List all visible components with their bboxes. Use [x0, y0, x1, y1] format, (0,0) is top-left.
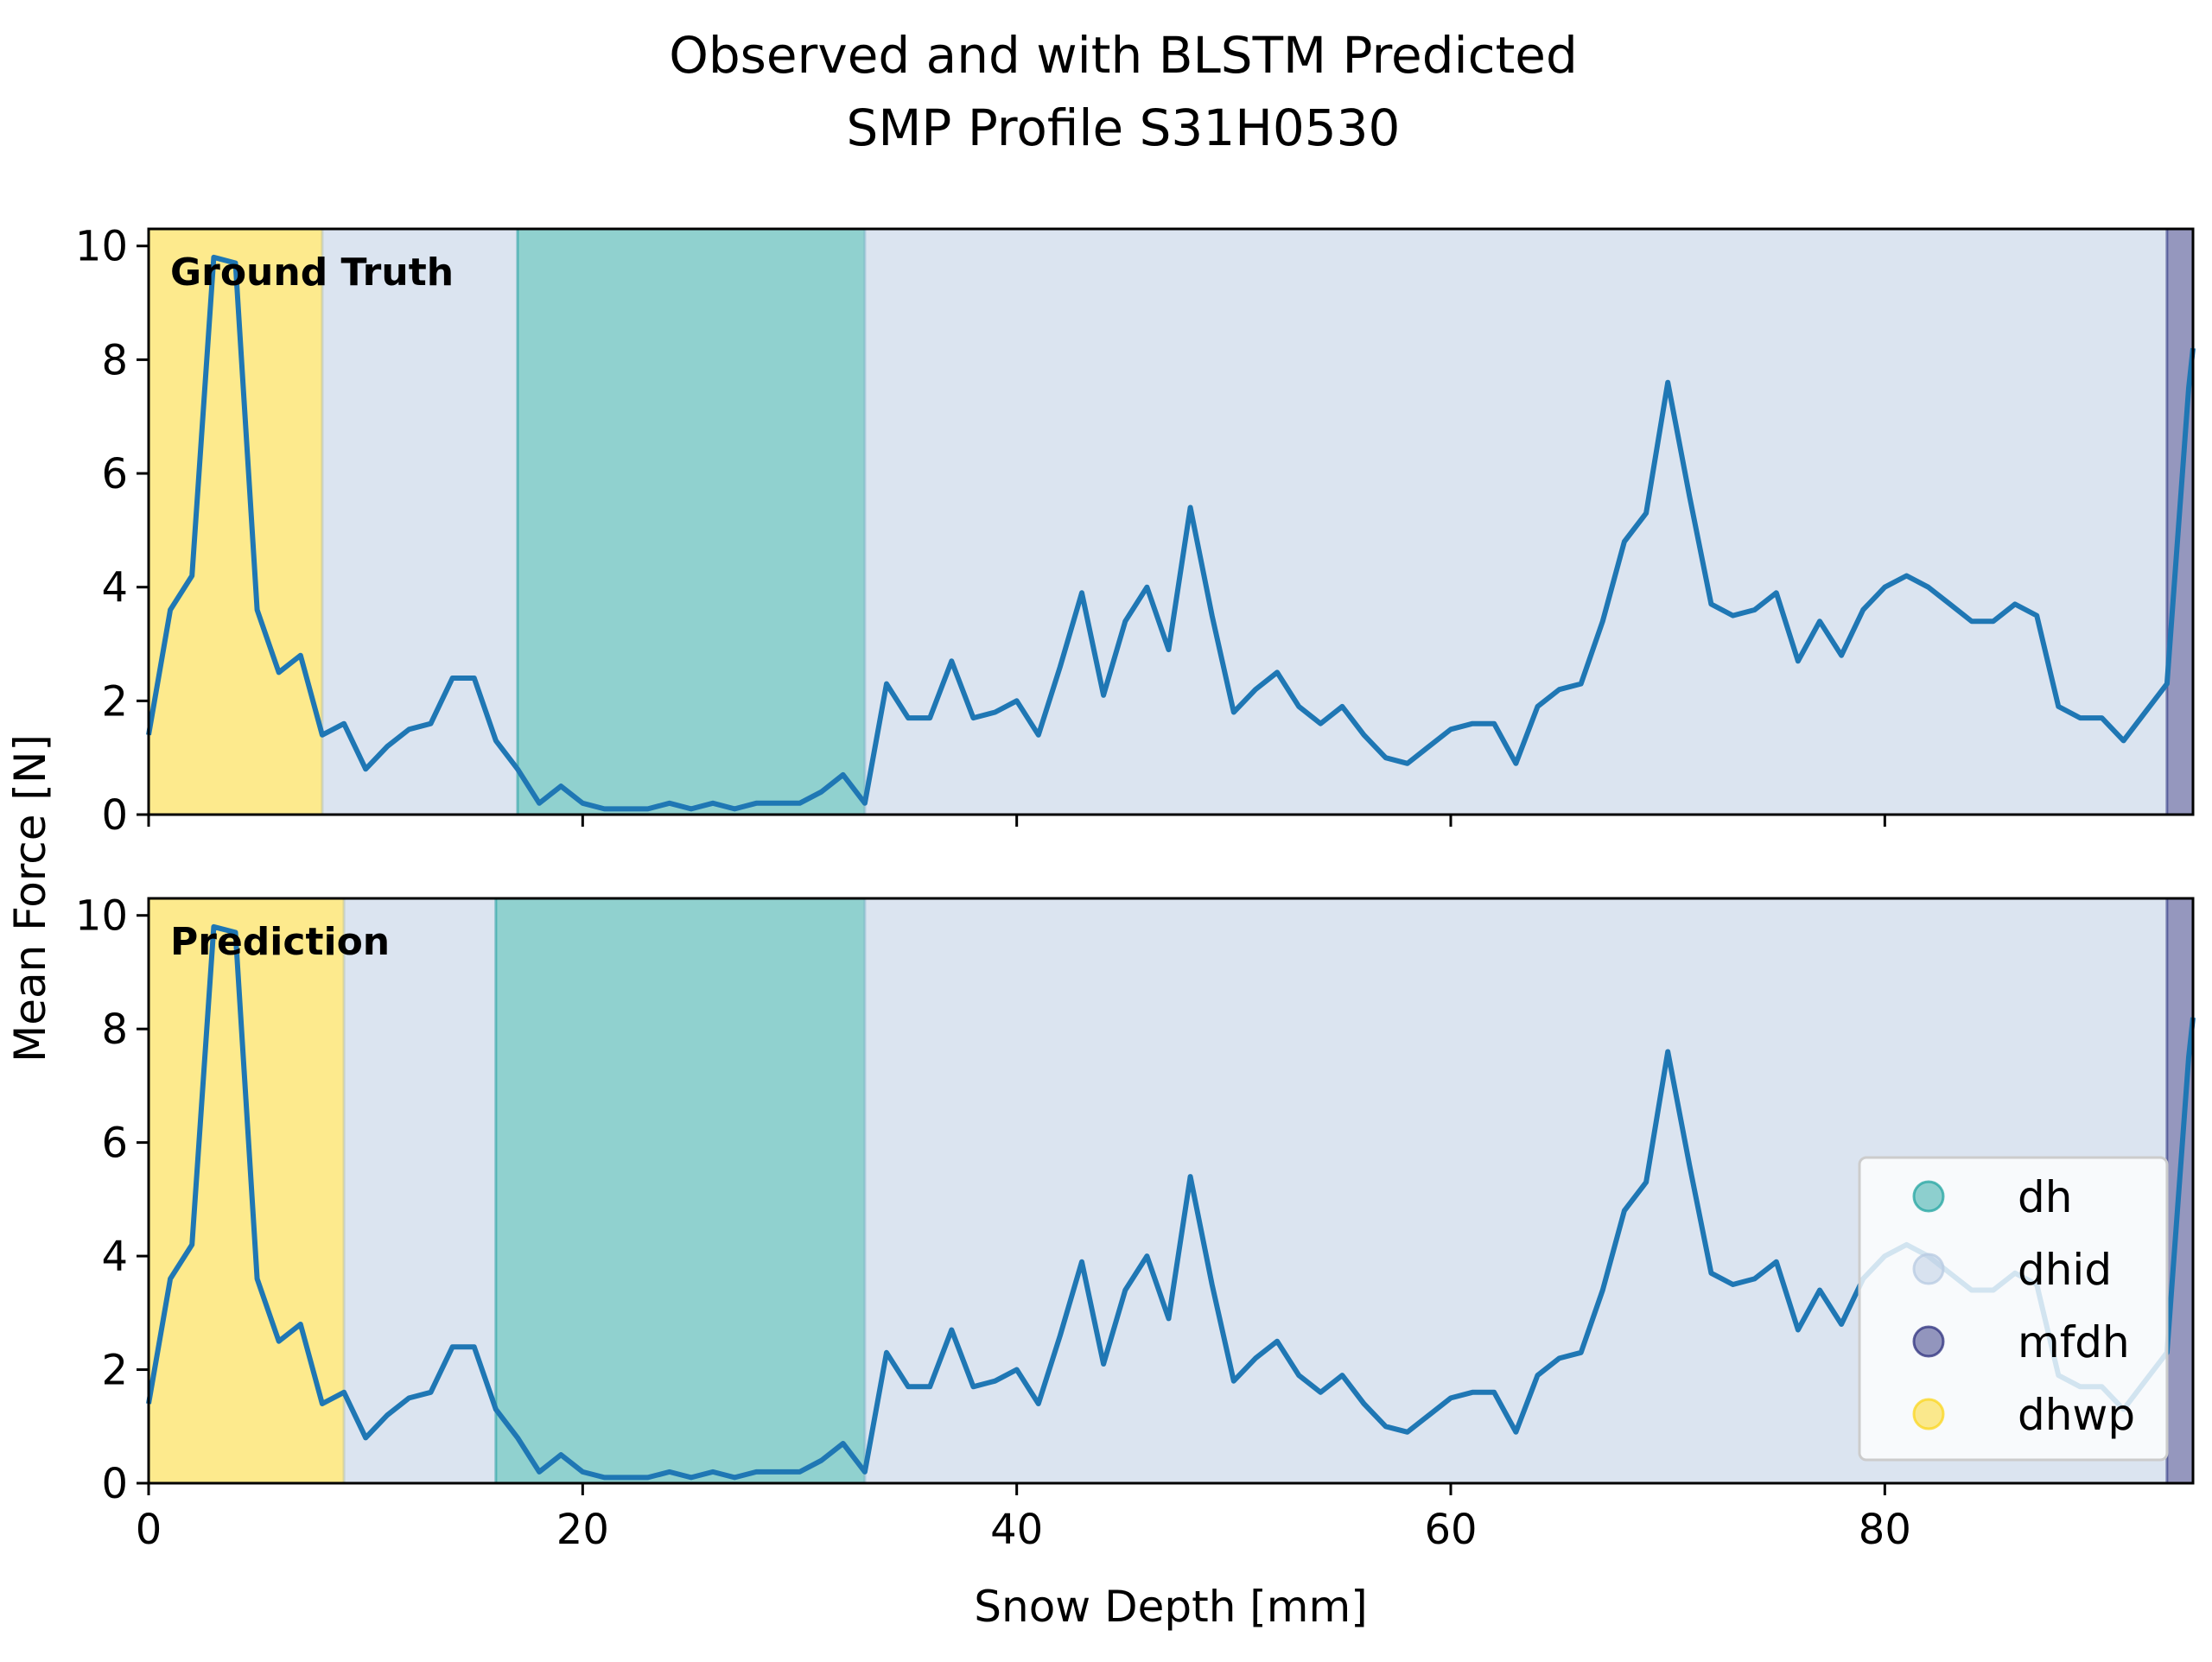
y-tick-label: 8	[101, 1005, 128, 1054]
y-tick-label: 4	[101, 1233, 128, 1281]
chart-title-line-2: SMP Profile S31H0530	[847, 98, 1401, 157]
panel-label: Ground Truth	[170, 251, 454, 295]
panel-ground-truth: 0 2 4 6 8 10 Ground Truth	[75, 223, 2196, 840]
segment-dhwp	[147, 897, 346, 1485]
legend-label-dhid: dhid	[2018, 1245, 2112, 1295]
force-line	[146, 254, 2196, 812]
y-tick-label: 2	[101, 677, 128, 726]
segment-dh	[494, 897, 867, 1485]
y-tick-label: 8	[101, 336, 128, 384]
y-tick-label: 0	[101, 1460, 128, 1508]
legend-label-dhwp: dhwp	[2018, 1390, 2135, 1440]
legend-marker-dhid	[1912, 1253, 1945, 1285]
segment-dhid	[863, 227, 2169, 816]
segment-dh	[516, 227, 867, 816]
chart-title-line-1: Observed and with BLSTM Predicted	[669, 26, 1578, 85]
x-tick-label: 80	[1859, 1506, 1911, 1554]
axes-frame	[147, 897, 2195, 1485]
legend: dh dhid mfdh dhwp	[1858, 1156, 2169, 1462]
x-axis-label: Snow Depth [mm]	[974, 1582, 1367, 1632]
x-tick-label: 20	[556, 1506, 609, 1554]
axes-frame	[147, 227, 2195, 816]
x-tick-label: 0	[136, 1506, 162, 1554]
legend-marker-mfdh	[1912, 1325, 1945, 1358]
segment-dhid	[342, 897, 498, 1485]
panel-label: Prediction	[170, 920, 390, 964]
segment-dhwp	[147, 227, 324, 816]
legend-label-dh: dh	[2018, 1172, 2072, 1222]
legend-marker-dh	[1912, 1180, 1945, 1213]
legend-marker-dhwp	[1912, 1398, 1945, 1430]
y-tick-label: 10	[75, 223, 128, 271]
legend-box	[1858, 1156, 2169, 1462]
y-tick-label: 6	[101, 450, 128, 498]
y-tick-label: 6	[101, 1120, 128, 1168]
y-tick-label: 10	[75, 892, 128, 941]
y-tick-label: 0	[101, 791, 128, 840]
x-tick-label: 60	[1424, 1506, 1477, 1554]
y-tick-label: 4	[101, 564, 128, 612]
y-tick-label: 2	[101, 1347, 128, 1395]
legend-label-mfdh: mfdh	[2018, 1317, 2130, 1367]
x-tick-label: 40	[990, 1506, 1043, 1554]
y-axis-label: Mean Force [N]	[5, 734, 55, 1063]
